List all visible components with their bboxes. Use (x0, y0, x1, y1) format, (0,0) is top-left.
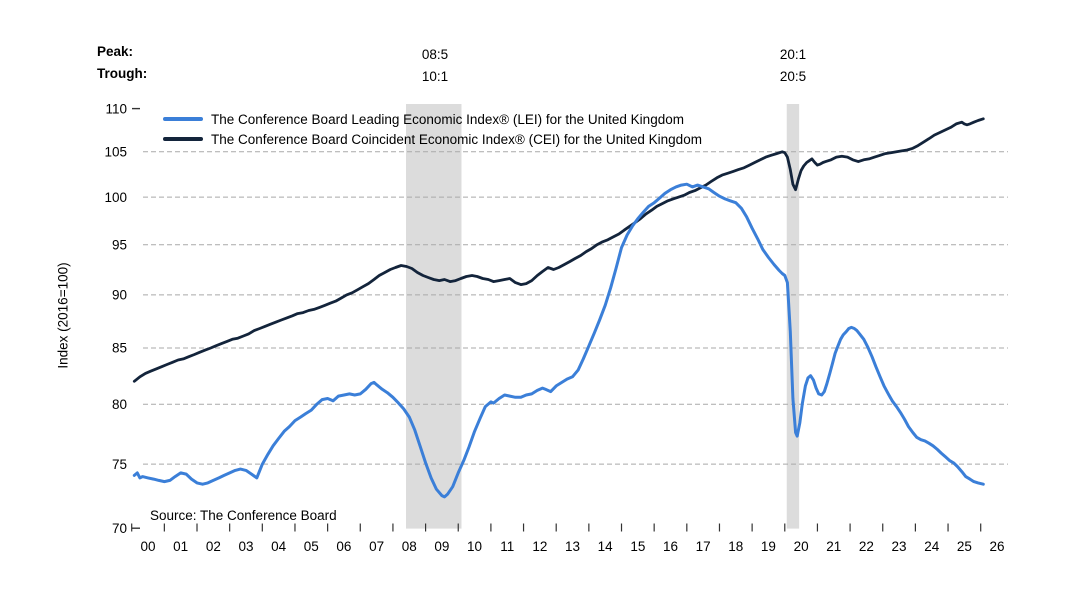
x-tick-label-16: 16 (663, 539, 678, 554)
legend-item-cei: The Conference Board Coincident Economic… (163, 129, 702, 149)
peak-annotation-label: Peak: (97, 44, 134, 59)
x-tick-label-24: 24 (924, 539, 940, 554)
lei-line-series (132, 182, 985, 499)
x-tick-label-21: 21 (826, 539, 841, 554)
recession-peak-date: 20:1 (779, 47, 807, 62)
cei-legend-label: The Conference Board Coincident Economic… (211, 131, 702, 147)
x-tick-label-08: 08 (402, 539, 417, 554)
y-tick-label-90: 90 (112, 288, 127, 303)
y-tick-label-100: 100 (104, 190, 127, 205)
legend: The Conference Board Leading Economic In… (163, 109, 702, 149)
x-tick-label-26: 26 (990, 539, 1005, 554)
y-tick-label-75: 75 (112, 457, 127, 472)
cei-line-series (132, 117, 985, 383)
y-tick-label-80: 80 (112, 397, 127, 412)
recession-band-label-2020: 20:1 20:5 (753, 44, 833, 88)
lei-legend-label: The Conference Board Leading Economic In… (211, 111, 684, 127)
x-tick-label-12: 12 (532, 539, 547, 554)
y-tick-label-85: 85 (112, 341, 127, 356)
recession-trough-date: 10:1 (421, 69, 449, 84)
y-tick-label-70: 70 (112, 521, 127, 536)
lei-line-swatch (163, 117, 203, 121)
x-tick-label-03: 03 (238, 539, 253, 554)
recession-band-0 (405, 104, 462, 529)
x-tick-label-13: 13 (565, 539, 580, 554)
source-note: Source: The Conference Board (150, 508, 337, 523)
x-tick-label-18: 18 (728, 539, 743, 554)
x-tick-label-15: 15 (630, 539, 645, 554)
x-tick-label-17: 17 (696, 539, 711, 554)
recession-band-label-2008: 08:5 10:1 (395, 44, 475, 88)
x-tick-label-05: 05 (304, 539, 319, 554)
x-tick-label-06: 06 (336, 539, 351, 554)
x-tick-label-20: 20 (794, 539, 809, 554)
x-tick-label-22: 22 (859, 539, 874, 554)
x-tick-label-19: 19 (761, 539, 776, 554)
x-tick-label-11: 11 (500, 539, 514, 554)
y-axis-title: Index (2016=100) (55, 262, 71, 369)
x-tick-label-10: 10 (467, 539, 482, 554)
cei-line-swatch (163, 137, 203, 141)
x-tick-label-14: 14 (598, 539, 614, 554)
y-tick-label-110: 110 (105, 101, 127, 116)
x-tick-label-01: 01 (173, 539, 188, 554)
x-tick-label-23: 23 (892, 539, 907, 554)
trough-annotation-label: Trough: (97, 66, 148, 81)
recession-peak-date: 08:5 (421, 47, 449, 62)
x-tick-label-04: 04 (271, 539, 287, 554)
x-tick-label-09: 09 (434, 539, 449, 554)
recession-trough-date: 20:5 (779, 69, 807, 84)
x-tick-label-25: 25 (957, 539, 972, 554)
y-tick-label-95: 95 (112, 237, 127, 252)
x-tick-label-07: 07 (369, 539, 384, 554)
y-tick-label-105: 105 (104, 144, 127, 159)
legend-item-lei: The Conference Board Leading Economic In… (163, 109, 702, 129)
x-tick-label-02: 02 (206, 539, 221, 554)
x-tick-label-00: 00 (141, 539, 156, 554)
